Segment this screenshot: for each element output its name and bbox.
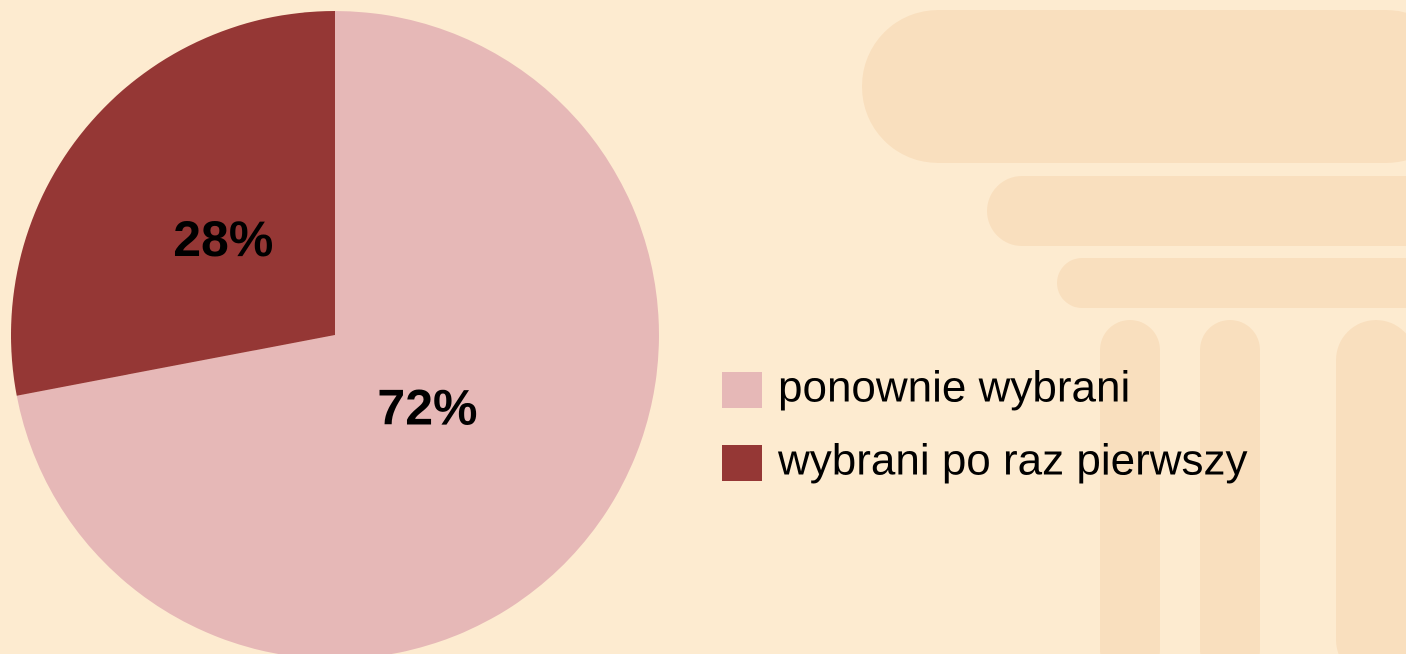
column-band — [987, 176, 1406, 246]
legend-swatch — [722, 445, 762, 481]
column-flute — [1100, 320, 1160, 654]
column-flute — [1336, 320, 1406, 654]
pie-slice — [10, 11, 335, 396]
column-capital — [862, 10, 1406, 163]
legend-swatch — [722, 372, 762, 408]
column-band — [1057, 258, 1406, 308]
pie-slice — [16, 11, 659, 654]
legend-label: ponownie wybrani — [778, 363, 1130, 412]
background-decoration — [862, 10, 1406, 654]
data-label: 72% — [377, 380, 477, 436]
legend-label: wybrani po raz pierwszy — [777, 436, 1248, 485]
data-label: 28% — [173, 211, 273, 267]
column-flute — [1200, 320, 1260, 654]
